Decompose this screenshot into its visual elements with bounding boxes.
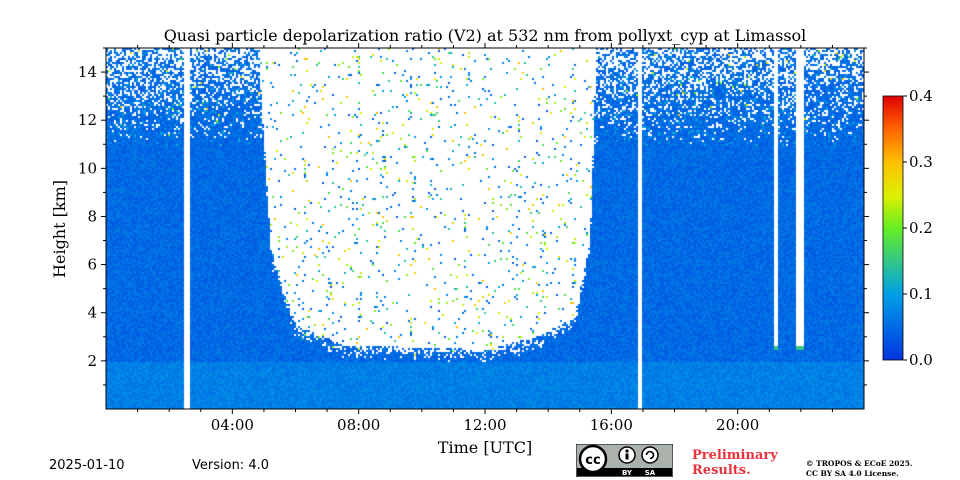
- x-tick-label: 08:00: [337, 416, 380, 434]
- plot-area: [106, 48, 864, 409]
- y-tick-label: 12: [78, 111, 97, 129]
- x-tick-label: 12:00: [463, 416, 506, 434]
- copyright-notice: © TROPOS & ECoE 2025. CC BY SA 4.0 Licen…: [806, 459, 913, 479]
- x-tick-label: 20:00: [716, 416, 759, 434]
- cc-by-sa-logo: cc BY SA: [576, 444, 673, 477]
- preliminary-line-1: Preliminary: [692, 448, 778, 463]
- colorbar-tick-label: 0.1: [909, 285, 933, 303]
- y-tick-label: 4: [87, 304, 97, 322]
- colorbar-tick-label: 0.4: [909, 87, 933, 105]
- y-axis: 2 4 6 8 10 12 14: [78, 47, 869, 386]
- preliminary-line-2: Results.: [692, 463, 751, 478]
- colorbar-tick-label: 0.3: [909, 153, 933, 171]
- copyright-line-2: CC BY SA 4.0 License.: [806, 469, 899, 478]
- chart-title: Quasi particle depolarization ratio (V2)…: [164, 26, 807, 45]
- colorbar-tick-label: 0.2: [909, 219, 933, 237]
- x-axis: 04:00 08:00 12:00 16:00 20:00: [137, 43, 833, 434]
- version-label: Version: 4.0: [192, 458, 269, 473]
- y-tick-label: 14: [78, 63, 97, 81]
- y-tick-label: 8: [87, 207, 97, 225]
- x-tick-label: 04:00: [211, 416, 254, 434]
- copyright-line-1: © TROPOS & ECoE 2025.: [806, 459, 913, 468]
- cc-by-text: BY: [622, 469, 633, 477]
- y-axis-label: Height [km]: [50, 180, 69, 278]
- x-axis-label: Time [UTC]: [438, 438, 532, 457]
- preliminary-results-label: Preliminary Results.: [692, 448, 778, 478]
- colorbar-gradient: [882, 95, 904, 361]
- depolarization-heatmap: [106, 48, 864, 409]
- x-tick-label: 16:00: [590, 416, 633, 434]
- y-tick-label: 6: [87, 256, 97, 274]
- colorbar: 0.0 0.1 0.2 0.3 0.4: [882, 87, 933, 369]
- cc-sa-text: SA: [645, 469, 656, 477]
- y-tick-label: 10: [78, 159, 97, 177]
- y-tick-label: 2: [87, 352, 97, 370]
- svg-text:cc: cc: [585, 453, 600, 468]
- date-label: 2025-01-10: [49, 458, 125, 473]
- colorbar-tick-label: 0.0: [909, 351, 933, 369]
